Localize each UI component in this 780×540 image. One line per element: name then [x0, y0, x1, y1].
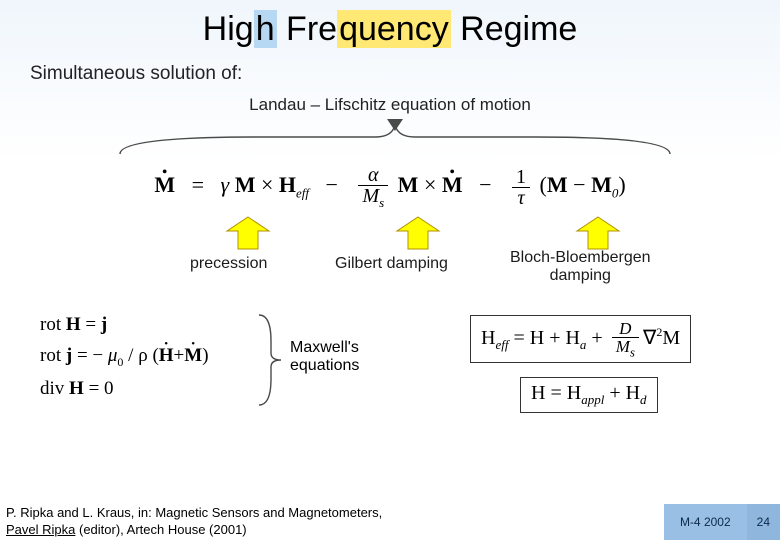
- bloch-label: Bloch-Bloembergen damping: [510, 249, 651, 285]
- Heff: H: [481, 327, 495, 349]
- plus: +: [174, 345, 185, 366]
- mu: μ: [108, 345, 118, 366]
- page-number: 24: [747, 504, 780, 540]
- footer-date: M-4 2002: [664, 504, 747, 540]
- brace-zone: [0, 119, 780, 161]
- Happl: H: [567, 382, 581, 404]
- H: H: [531, 382, 545, 404]
- eq-t3-M: M: [547, 172, 568, 197]
- gilbert-label: Gilbert damping: [335, 255, 448, 273]
- Hd: H: [626, 382, 640, 404]
- close: ): [202, 345, 208, 366]
- eq-t1-cross: ×: [255, 172, 278, 197]
- up-arrow-icon: [575, 215, 621, 251]
- eq-gamma: γ: [221, 172, 235, 197]
- slide-title: High Frequency Regime: [0, 0, 780, 49]
- eq-f1-den-M: M: [362, 185, 379, 207]
- maxwell-eq-2: rot j = − μ0 / ρ (•H+•M): [40, 340, 209, 373]
- title-highlight-blue: h: [254, 10, 277, 48]
- appl: appl: [581, 392, 604, 407]
- plus: +: [604, 382, 625, 404]
- nabla: ∇: [643, 327, 656, 349]
- eq-t1-sub: eff: [296, 185, 309, 200]
- landau-lifschitz-equation: •M = γ M × Heff − α Ms M × •M − 1 τ (M −…: [0, 165, 780, 209]
- bloch-line1: Bloch-Bloembergen: [510, 249, 651, 266]
- title-seg-2: Fre: [277, 10, 337, 48]
- curly-brace-icon: [115, 119, 675, 157]
- subtitle: Simultaneous solution of:: [30, 63, 780, 85]
- eq-t2-cross: ×: [418, 172, 441, 197]
- eq: =: [508, 327, 529, 349]
- div: div: [40, 378, 69, 399]
- precession-label: precession: [190, 255, 267, 273]
- term-arrows-row: [0, 213, 780, 253]
- j: j: [101, 314, 107, 335]
- bloch-line2: damping: [550, 267, 611, 284]
- eq-t3-open: (: [540, 172, 547, 197]
- rot: rot: [40, 345, 66, 366]
- Ms: M: [616, 337, 630, 356]
- D: D: [619, 319, 631, 338]
- rot: rot: [40, 314, 66, 335]
- lower-zone: rot H = j rot j = − μ0 / ρ (•H+•M) div H…: [0, 309, 780, 414]
- eq-f1-den-sub: s: [379, 195, 384, 210]
- maxwell-label-l2: equations: [290, 357, 359, 374]
- ref-line1: P. Ripka and L. Kraus, in: Magnetic Sens…: [6, 505, 382, 520]
- M: M: [662, 327, 680, 349]
- right-brace-icon: [255, 311, 285, 409]
- eq-t3-minus: −: [568, 172, 591, 197]
- plus: +: [544, 327, 565, 349]
- sub: eff: [495, 337, 508, 352]
- eq-t2-M: M: [398, 172, 419, 197]
- ref-editor: Pavel Ripka: [6, 522, 75, 537]
- plus: +: [586, 327, 607, 349]
- happl-equation-box: H = Happl + Hd: [520, 377, 658, 413]
- maxwell-eq-1: rot H = j: [40, 309, 209, 340]
- heff-equation-box: Heff = H + Ha + DMs∇2M: [470, 315, 691, 363]
- maxwell-label: Maxwell's equations: [290, 339, 359, 375]
- eq-t1-H: H: [279, 172, 296, 197]
- maxwell-equations: rot H = j rot j = − μ0 / ρ (•H+•M) div H…: [40, 309, 209, 404]
- eq-f2-num: 1: [512, 167, 530, 188]
- title-seg-5: gime: [504, 10, 578, 48]
- eq: =: [545, 382, 566, 404]
- eq-t3-close: ): [618, 172, 625, 197]
- title-seg-4: Re: [451, 10, 504, 48]
- eq: =: [81, 314, 101, 335]
- up-arrow-icon: [395, 215, 441, 251]
- term-labels-row: precession Gilbert damping Bloch-Bloembe…: [0, 249, 780, 289]
- title-highlight-yellow: quency: [337, 10, 451, 48]
- maxwell-eq-3: div H = 0: [40, 373, 209, 404]
- H: H: [69, 378, 84, 399]
- eq: = −: [72, 345, 108, 366]
- reference-citation: P. Ripka and L. Kraus, in: Magnetic Sens…: [0, 505, 664, 539]
- equation-title: Landau – Lifschitz equation of motion: [0, 95, 780, 115]
- title-seg-0: Hig: [203, 10, 254, 48]
- s: s: [630, 344, 635, 359]
- H: H: [530, 327, 544, 349]
- d: d: [640, 392, 647, 407]
- Ha: H: [565, 327, 579, 349]
- ref-publisher: (editor), Artech House (2001): [75, 522, 246, 537]
- eq0: = 0: [84, 378, 114, 399]
- eq-t1-M: M: [235, 172, 256, 197]
- maxwell-label-l1: Maxwell's: [290, 339, 359, 356]
- eq-f1-num: α: [368, 164, 379, 186]
- up-arrow-icon: [225, 215, 271, 251]
- rho: / ρ: [123, 345, 152, 366]
- footer: P. Ripka and L. Kraus, in: Magnetic Sens…: [0, 504, 780, 540]
- eq-f2-den: τ: [517, 187, 524, 209]
- H: H: [66, 314, 81, 335]
- eq-t3-M0: M: [591, 172, 612, 197]
